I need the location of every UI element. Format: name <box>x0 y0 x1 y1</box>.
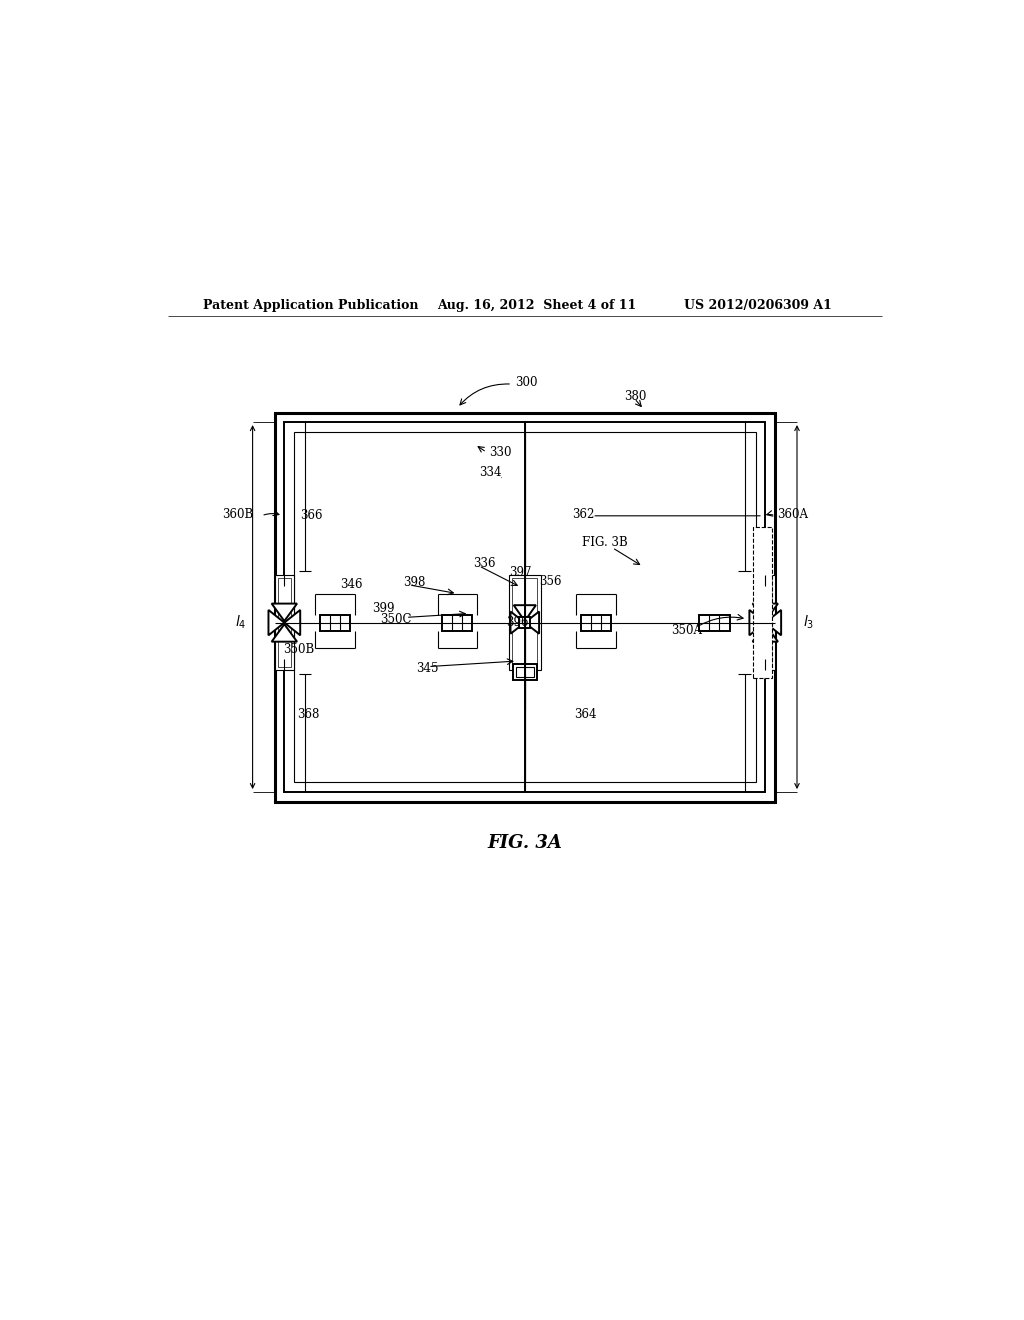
Polygon shape <box>511 611 524 634</box>
Text: 396: 396 <box>506 616 528 630</box>
Bar <box>285 422 765 792</box>
Polygon shape <box>753 624 778 642</box>
Text: 380: 380 <box>624 391 646 404</box>
Text: 300: 300 <box>515 376 538 389</box>
Text: 368: 368 <box>297 708 319 721</box>
Text: $l_3$: $l_3$ <box>804 614 814 631</box>
Bar <box>294 432 756 783</box>
Polygon shape <box>285 610 300 635</box>
Text: 398: 398 <box>403 576 426 589</box>
Text: Patent Application Publication: Patent Application Publication <box>204 300 419 312</box>
Text: 364: 364 <box>574 708 597 721</box>
Bar <box>582 615 611 631</box>
Text: 330: 330 <box>489 446 512 459</box>
Text: $l_4$: $l_4$ <box>234 614 246 631</box>
Bar <box>519 616 530 628</box>
Text: FIG. 3B: FIG. 3B <box>582 536 628 549</box>
Text: 397: 397 <box>509 566 531 579</box>
Polygon shape <box>268 610 285 635</box>
Polygon shape <box>753 603 778 620</box>
Bar <box>274 413 775 801</box>
Text: 350B: 350B <box>284 643 314 656</box>
Polygon shape <box>271 603 297 620</box>
Text: 362: 362 <box>572 508 595 520</box>
Polygon shape <box>750 610 765 635</box>
Bar <box>756 576 775 671</box>
Text: 334: 334 <box>479 466 502 479</box>
Bar <box>512 578 538 667</box>
Text: 346: 346 <box>340 578 362 590</box>
Bar <box>274 576 294 671</box>
Text: 356: 356 <box>539 576 561 589</box>
Text: Aug. 16, 2012  Sheet 4 of 11: Aug. 16, 2012 Sheet 4 of 11 <box>437 300 637 312</box>
Text: FIG. 3A: FIG. 3A <box>487 834 562 851</box>
Bar <box>759 578 772 667</box>
Bar <box>321 615 350 631</box>
Text: 336: 336 <box>473 557 496 570</box>
Text: 360B: 360B <box>221 508 253 520</box>
Polygon shape <box>524 611 539 634</box>
Bar <box>442 615 472 631</box>
Bar <box>513 664 537 680</box>
Text: 360A: 360A <box>777 508 808 520</box>
Bar <box>516 667 534 677</box>
Bar <box>753 528 772 678</box>
Bar <box>509 576 541 671</box>
Polygon shape <box>271 624 297 642</box>
Text: 345: 345 <box>416 661 438 675</box>
Bar <box>699 615 729 631</box>
Text: 399: 399 <box>373 602 395 615</box>
Polygon shape <box>514 605 536 620</box>
Text: 366: 366 <box>300 510 323 523</box>
Polygon shape <box>765 610 781 635</box>
Text: 350C: 350C <box>380 614 412 626</box>
Bar <box>278 578 291 667</box>
Text: 350A: 350A <box>672 623 702 636</box>
Text: US 2012/0206309 A1: US 2012/0206309 A1 <box>684 300 831 312</box>
